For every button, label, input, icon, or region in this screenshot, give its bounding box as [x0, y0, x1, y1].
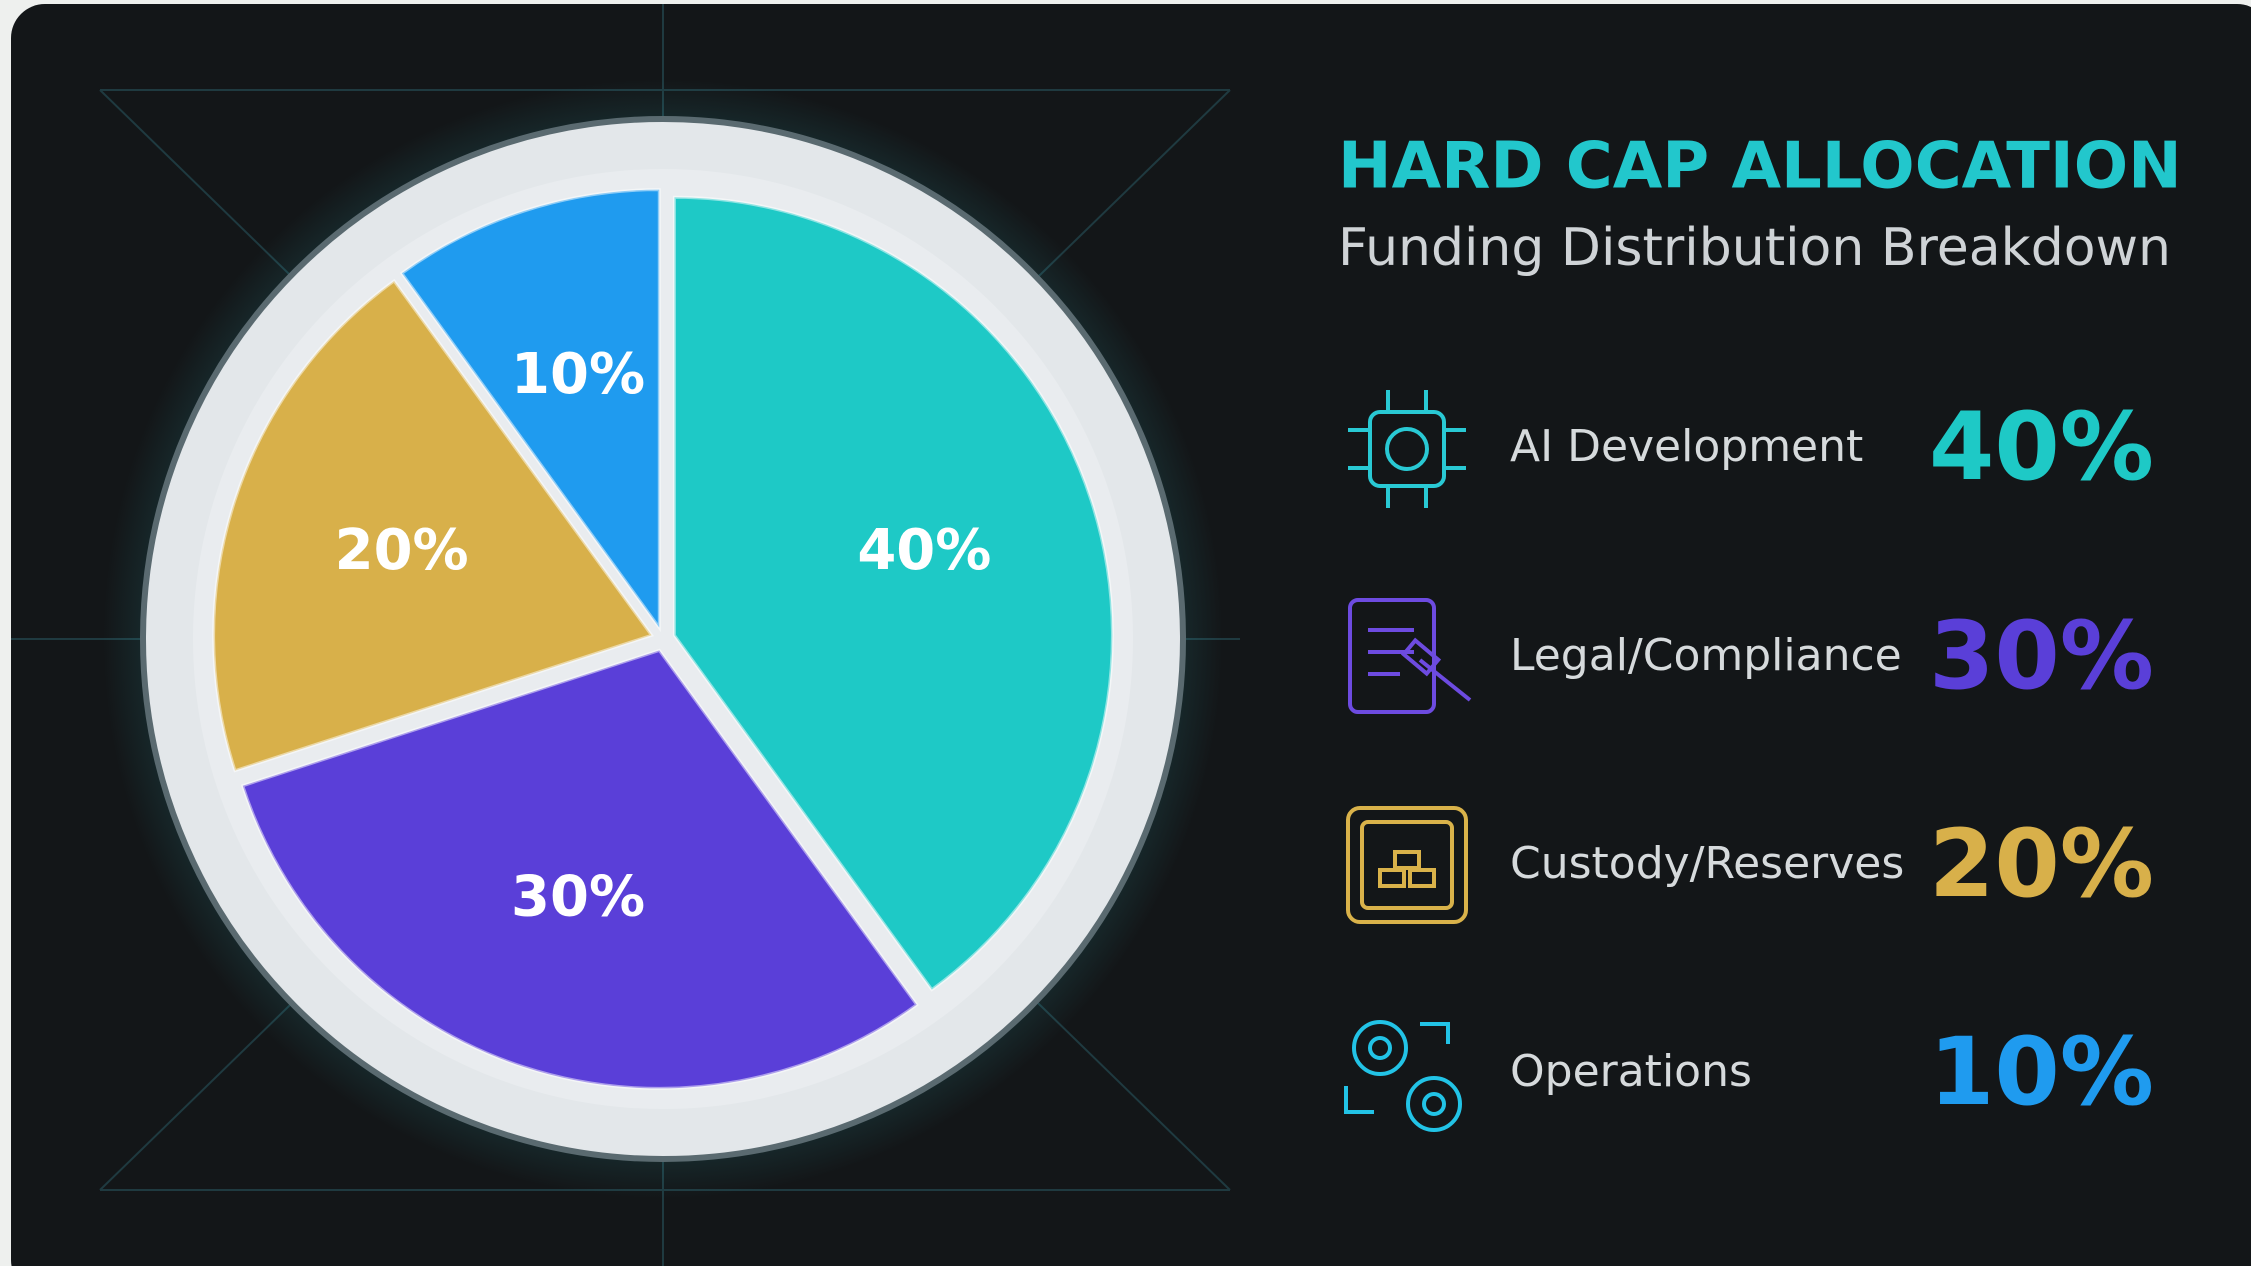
legend-label: AI Development — [1510, 421, 1863, 472]
slice-label: 20% — [335, 518, 469, 583]
chart: 40% 30% 20% 10% HARD CAP ALLOCATION Funding… — [0, 0, 2251, 1266]
legend-label: Operations — [1510, 1046, 1752, 1097]
legend-value: 20% — [1929, 810, 2154, 919]
slice-label: 10% — [511, 342, 645, 407]
slice-label: 30% — [511, 864, 645, 929]
chart-title: HARD CAP ALLOCATION — [1338, 130, 2182, 204]
legend-label: Legal/Compliance — [1510, 630, 1902, 681]
legend-value: 10% — [1929, 1018, 2154, 1127]
legend-label: Custody/Reserves — [1510, 838, 1904, 889]
legend-value: 40% — [1929, 393, 2154, 502]
legend-value: 30% — [1929, 602, 2154, 711]
chart-subtitle: Funding Distribution Breakdown — [1338, 218, 2171, 278]
slice-label: 40% — [857, 518, 991, 583]
